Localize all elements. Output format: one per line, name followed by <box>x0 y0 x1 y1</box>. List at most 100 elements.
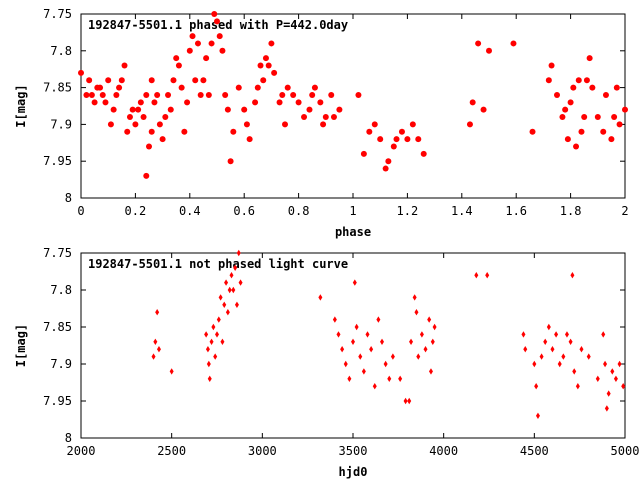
data-point <box>398 128 405 135</box>
data-point <box>543 338 548 345</box>
data-point <box>554 331 559 338</box>
y-tick-label: 8 <box>65 191 72 205</box>
data-point <box>225 309 230 316</box>
data-point <box>570 84 577 91</box>
data-point <box>570 272 575 279</box>
data-point <box>205 91 212 98</box>
data-point <box>88 91 95 98</box>
data-point <box>419 331 424 338</box>
data-point <box>197 91 204 98</box>
data-point <box>510 40 517 47</box>
data-point <box>118 77 125 84</box>
data-point <box>372 383 377 390</box>
data-point <box>336 331 341 338</box>
y-tick-label: 7.9 <box>50 117 72 131</box>
data-point <box>194 40 201 47</box>
data-point <box>241 106 248 113</box>
data-point <box>204 331 209 338</box>
data-point <box>231 286 236 294</box>
data-point <box>260 77 267 84</box>
data-point <box>229 272 234 279</box>
data-point <box>601 331 606 338</box>
data-point <box>137 99 144 106</box>
data-point <box>332 316 337 323</box>
data-point <box>205 346 210 353</box>
data-point <box>184 99 191 106</box>
data-point <box>365 331 370 338</box>
data-point <box>559 114 566 121</box>
data-point <box>276 99 283 106</box>
data-point <box>340 346 345 353</box>
data-point <box>328 91 335 98</box>
data-point <box>192 77 199 84</box>
data-point <box>318 294 323 301</box>
data-point <box>393 136 400 143</box>
data-point <box>306 106 313 113</box>
data-point <box>243 121 250 128</box>
data-point <box>557 360 562 368</box>
data-point <box>126 114 133 121</box>
data-point <box>534 383 539 390</box>
data-point <box>595 375 600 382</box>
data-point <box>159 136 166 143</box>
x-tick-label: 2 <box>621 204 628 218</box>
data-point <box>383 360 388 368</box>
data-point <box>284 84 291 91</box>
data-point <box>78 69 84 76</box>
x-tick-label: 3500 <box>339 444 368 458</box>
data-point <box>154 91 161 98</box>
data-point <box>387 375 392 382</box>
unphased-light-curve-chart: 2000 2500 3000 3500 4000 4500 5000 7.75 7.8 7.85 7… <box>14 246 639 479</box>
data-point <box>390 143 397 150</box>
data-point <box>186 47 193 54</box>
data-point <box>550 346 555 353</box>
data-point <box>282 121 288 128</box>
data-point <box>358 353 363 360</box>
data-point <box>311 84 318 91</box>
data-point <box>415 136 422 143</box>
data-point <box>622 106 628 113</box>
data-point <box>594 114 601 121</box>
data-point <box>581 114 588 121</box>
x-tick-label: 2000 <box>67 444 96 458</box>
data-point <box>155 309 160 316</box>
data-point <box>554 91 560 98</box>
data-point <box>211 323 216 331</box>
data-point <box>153 338 158 345</box>
x-tick-label: 1.4 <box>451 204 473 218</box>
data-point <box>173 55 180 62</box>
data-point <box>380 338 385 345</box>
data-point <box>143 91 150 98</box>
data-point <box>351 338 355 345</box>
data-point <box>129 106 136 113</box>
data-point <box>121 62 128 69</box>
data-point <box>207 375 212 382</box>
x-tick-label: 1.8 <box>560 204 582 218</box>
data-point <box>257 62 264 69</box>
data-point <box>567 99 574 106</box>
y-tick-label: 7.8 <box>50 44 72 58</box>
data-point <box>529 128 536 135</box>
y-tick-label: 7.75 <box>43 246 72 260</box>
data-point <box>545 77 552 84</box>
x-tick-label: 0.8 <box>288 204 310 218</box>
y-tick-label: 7.85 <box>43 320 72 334</box>
x-tick-label: 1.6 <box>505 204 527 218</box>
y-axis-label: I[mag] <box>14 84 28 127</box>
data-point <box>575 77 582 84</box>
data-point <box>132 121 139 128</box>
data-point <box>211 11 218 17</box>
data-point <box>234 301 239 308</box>
data-point <box>355 91 362 98</box>
data-point <box>301 114 308 121</box>
data-point <box>238 279 243 286</box>
data-point <box>390 353 395 360</box>
x-tick-label: 1 <box>349 204 356 218</box>
data-point <box>216 316 221 323</box>
data-point <box>562 106 569 113</box>
data-point <box>235 84 242 91</box>
data-point <box>262 55 269 62</box>
data-point <box>200 77 207 84</box>
data-point <box>162 114 169 121</box>
